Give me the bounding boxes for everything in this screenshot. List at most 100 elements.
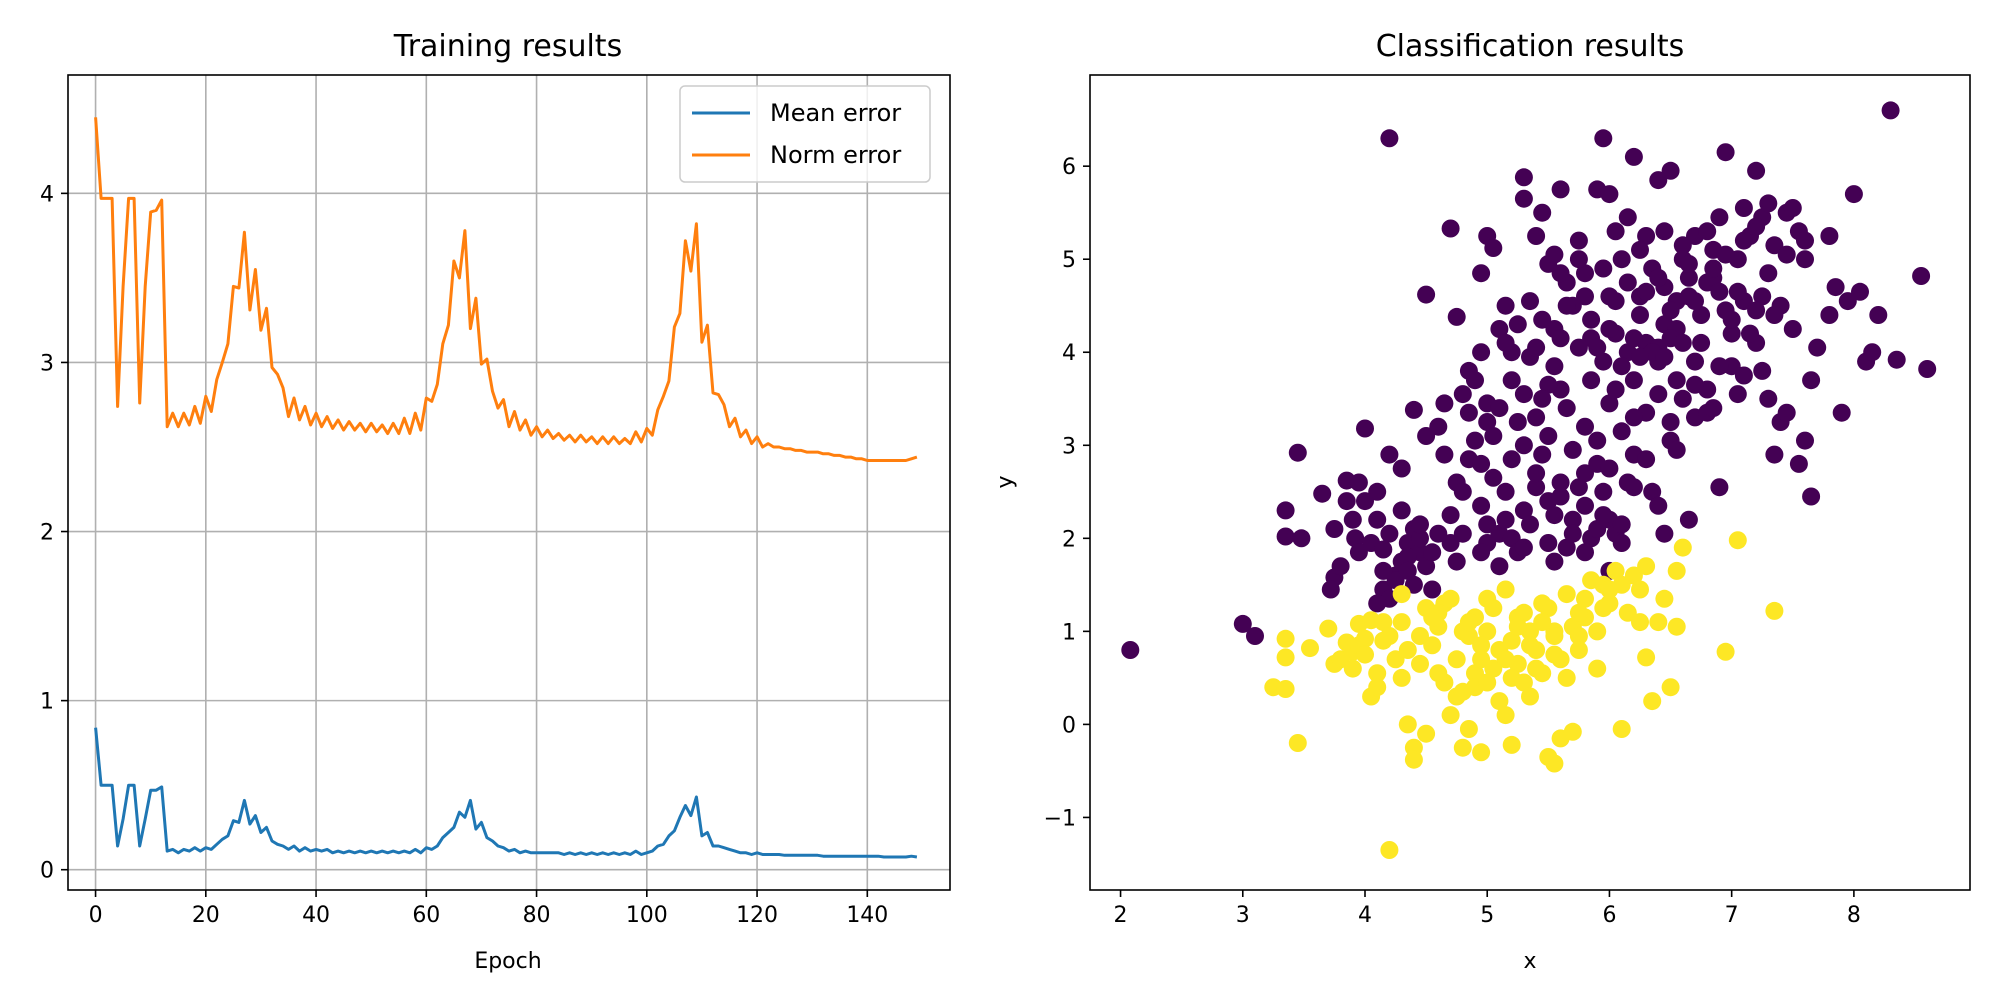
class-1-point bbox=[1411, 627, 1429, 645]
class-0-point bbox=[1331, 557, 1350, 576]
class-1-point bbox=[1472, 636, 1491, 655]
class-1-point bbox=[1343, 659, 1362, 678]
class-0-point bbox=[1612, 357, 1631, 376]
class-0-point bbox=[1539, 375, 1558, 394]
class-0-point bbox=[1502, 450, 1521, 469]
class-0-point bbox=[1514, 538, 1533, 557]
class-0-point bbox=[1881, 101, 1900, 120]
class-0-point bbox=[1576, 287, 1594, 306]
class-1-point bbox=[1521, 636, 1539, 655]
class-0-point bbox=[1716, 245, 1735, 264]
x-tick-label: 140 bbox=[846, 903, 888, 928]
class-1-point bbox=[1563, 722, 1582, 741]
class-1-point bbox=[1521, 687, 1539, 706]
class-0-point bbox=[1356, 419, 1374, 438]
y-tick-label: 1 bbox=[40, 690, 54, 715]
class-0-point bbox=[1851, 282, 1869, 301]
class-0-point bbox=[1563, 440, 1582, 459]
class-0-point bbox=[1594, 129, 1613, 148]
class-1-point bbox=[1667, 561, 1686, 580]
class-0-point bbox=[1765, 306, 1784, 324]
class-1-point bbox=[1545, 645, 1564, 664]
legend-box bbox=[679, 85, 931, 183]
class-1-point bbox=[1502, 735, 1521, 754]
class-0-point bbox=[1673, 333, 1692, 352]
class-0-point bbox=[1557, 296, 1576, 315]
class-0-point bbox=[1417, 557, 1436, 576]
class-0-point bbox=[1661, 413, 1680, 431]
class-0-point bbox=[1533, 310, 1552, 329]
class-0-point bbox=[1478, 413, 1497, 431]
y-tick-label: 4 bbox=[1062, 341, 1076, 366]
class-0-point bbox=[1508, 315, 1527, 334]
class-0-point bbox=[1276, 527, 1295, 546]
class-1-point bbox=[1484, 599, 1503, 618]
class-0-point bbox=[1545, 245, 1564, 264]
legend-norm-error-label: Norm error bbox=[770, 141, 901, 169]
class-1-point bbox=[1484, 659, 1503, 678]
class-1-point bbox=[1716, 642, 1735, 661]
class-0-point bbox=[1618, 208, 1637, 227]
classification-axes-frame bbox=[1089, 74, 1971, 891]
class-1-point bbox=[1655, 589, 1674, 608]
class-0-point bbox=[1734, 199, 1753, 217]
class-0-point bbox=[1576, 543, 1594, 562]
x-tick-label: 20 bbox=[192, 903, 220, 928]
class-1-point bbox=[1631, 580, 1649, 599]
class-0-point bbox=[1496, 510, 1515, 529]
class-1-point bbox=[1472, 650, 1491, 669]
class-0-point bbox=[1912, 267, 1931, 285]
class-1-point bbox=[1478, 673, 1497, 692]
y-tick-label: 0 bbox=[1062, 713, 1076, 738]
training-x-ticks: 0 20 40 60 80 100 120 140 bbox=[89, 890, 888, 928]
class-1-point bbox=[1423, 608, 1442, 627]
class-0-point bbox=[1527, 408, 1546, 427]
class-0-point bbox=[1741, 324, 1759, 343]
class-1-point bbox=[1673, 538, 1692, 557]
class-0-point bbox=[1374, 540, 1393, 559]
y-tick-label: 3 bbox=[40, 351, 54, 376]
class-0-point bbox=[1459, 403, 1478, 422]
class-0-point bbox=[1796, 231, 1814, 250]
class-0-point bbox=[1404, 575, 1423, 594]
class-0-point bbox=[1514, 436, 1533, 455]
class-1-point bbox=[1545, 754, 1564, 773]
class-0-point bbox=[1747, 217, 1766, 236]
class-1-point bbox=[1496, 580, 1515, 599]
class-0-point bbox=[1551, 329, 1570, 348]
class-0-point bbox=[1472, 454, 1491, 473]
x-tick-label: 80 bbox=[523, 903, 551, 928]
class-1-point bbox=[1466, 664, 1484, 683]
class-0-point bbox=[1789, 454, 1808, 473]
class-0-point bbox=[1514, 189, 1533, 208]
class-0-point bbox=[1557, 538, 1576, 557]
class-0-point bbox=[1667, 440, 1686, 459]
class-0-point bbox=[1637, 227, 1656, 245]
class-0-point bbox=[1502, 371, 1521, 390]
class-0-point bbox=[1490, 399, 1509, 418]
class-0-point bbox=[1722, 310, 1741, 329]
class-1-point bbox=[1429, 664, 1448, 683]
class-0-point bbox=[1392, 459, 1411, 478]
class-0-point bbox=[1594, 352, 1613, 371]
class-0-point bbox=[1661, 301, 1680, 320]
class-1-point bbox=[1319, 619, 1338, 638]
class-0-point bbox=[1667, 371, 1686, 390]
class-0-point bbox=[1472, 343, 1491, 362]
y-tick-label: 3 bbox=[1062, 434, 1076, 459]
class-0-point bbox=[1411, 529, 1429, 548]
class-0-point bbox=[1765, 236, 1784, 255]
y-tick-label: 5 bbox=[1062, 248, 1076, 273]
class-0-point bbox=[1692, 306, 1711, 324]
class-0-point bbox=[1533, 389, 1552, 408]
class-0-point bbox=[1417, 427, 1436, 445]
x-tick-label: 2 bbox=[1114, 903, 1128, 928]
class-0-point bbox=[1484, 468, 1503, 487]
class-0-point bbox=[1435, 445, 1454, 464]
class-0-point bbox=[1710, 478, 1729, 497]
class-0-point bbox=[1551, 487, 1570, 506]
class-1-point bbox=[1557, 585, 1576, 604]
class-0-point bbox=[1496, 296, 1515, 315]
class-0-point bbox=[1386, 571, 1405, 590]
training-results-title: Training results bbox=[393, 29, 622, 64]
